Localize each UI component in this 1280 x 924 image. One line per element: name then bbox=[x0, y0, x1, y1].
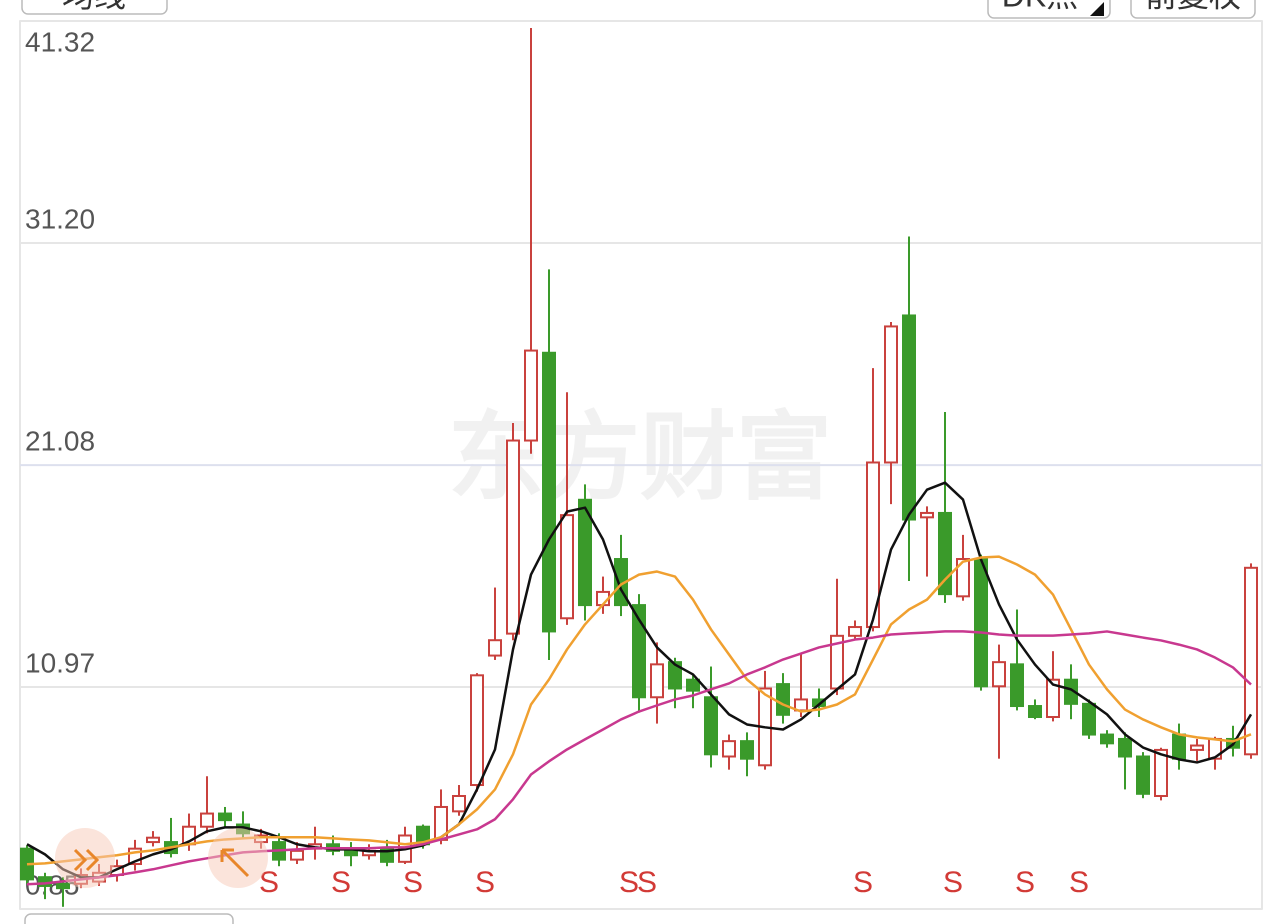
candle-body bbox=[452, 794, 466, 813]
candle-body bbox=[992, 661, 1006, 688]
candle-body bbox=[1064, 678, 1078, 705]
toolbar: 均线 DK点 前复权 bbox=[21, 0, 1256, 19]
signal-label: S bbox=[853, 866, 873, 899]
y-tick-label: 21.08 bbox=[25, 426, 95, 457]
candle-body bbox=[1244, 566, 1258, 756]
candle-body bbox=[1100, 733, 1114, 745]
candle-body bbox=[1082, 702, 1096, 736]
candle-body bbox=[470, 674, 484, 787]
candle-body bbox=[866, 461, 880, 629]
candle-body bbox=[740, 740, 754, 760]
candle-body bbox=[1154, 748, 1168, 797]
candle-body bbox=[56, 882, 70, 890]
candle-body bbox=[1028, 705, 1042, 719]
candle-body bbox=[290, 849, 304, 861]
signal-label: S bbox=[619, 866, 639, 899]
watermark: 东方财富 bbox=[448, 404, 832, 511]
candle-body bbox=[920, 511, 934, 519]
y-tick-label: 41.32 bbox=[25, 26, 95, 57]
signal-label: S bbox=[259, 866, 279, 899]
candle-body bbox=[560, 514, 574, 620]
candle-body bbox=[956, 558, 970, 598]
candle-body bbox=[650, 663, 664, 699]
dk-button[interactable] bbox=[987, 0, 1111, 19]
signal-label: S bbox=[403, 866, 423, 899]
marker-halo bbox=[208, 828, 268, 888]
y-tick-label: 10.97 bbox=[25, 647, 95, 678]
signal-label: S bbox=[475, 866, 495, 899]
ma-button-label[interactable]: 均线 bbox=[62, 0, 126, 13]
candle-body bbox=[974, 558, 988, 688]
candle-body bbox=[578, 498, 592, 607]
candle-body bbox=[722, 740, 736, 758]
candle-body bbox=[776, 683, 790, 716]
candle-body bbox=[884, 325, 898, 464]
y-tick-label: 31.20 bbox=[25, 203, 95, 234]
dropdown-arrow bbox=[1090, 2, 1104, 16]
candle-body bbox=[1136, 755, 1150, 795]
candle-body bbox=[1172, 733, 1186, 760]
candle-body bbox=[1118, 737, 1132, 758]
signal-arrows bbox=[55, 828, 268, 888]
candle-body bbox=[1010, 663, 1024, 708]
signal-label: S bbox=[637, 866, 657, 899]
candle-body bbox=[686, 678, 700, 692]
candle-body bbox=[938, 511, 952, 596]
moving-average-line bbox=[26, 481, 1253, 879]
candle-body bbox=[344, 849, 358, 857]
candle-body bbox=[200, 812, 214, 828]
adjust-button[interactable] bbox=[1130, 0, 1256, 19]
candle-body bbox=[848, 626, 862, 637]
signal-label: S bbox=[1069, 866, 1089, 899]
candle-body bbox=[218, 812, 232, 822]
candle-body bbox=[632, 604, 646, 699]
signal-label: S bbox=[331, 866, 351, 899]
candle-body bbox=[488, 639, 502, 657]
dk-button-label[interactable]: DK点 bbox=[1002, 0, 1078, 13]
marker-arrow bbox=[220, 848, 250, 878]
candle-body bbox=[704, 696, 718, 756]
adjust-button-label[interactable]: 前复权 bbox=[1145, 0, 1241, 13]
signal-label: S bbox=[943, 866, 963, 899]
ma-button[interactable] bbox=[21, 0, 168, 15]
candle-body bbox=[1046, 678, 1060, 719]
bottom-button[interactable] bbox=[24, 913, 234, 924]
candle-body bbox=[146, 836, 160, 844]
candle-body bbox=[542, 351, 556, 633]
candle-body bbox=[524, 349, 538, 442]
marker-arrow bbox=[73, 848, 100, 872]
candle-body bbox=[668, 661, 682, 690]
candle-body bbox=[506, 439, 520, 635]
candle-body bbox=[1190, 744, 1204, 751]
signal-label: S bbox=[1015, 866, 1035, 899]
candle-body bbox=[902, 314, 916, 521]
